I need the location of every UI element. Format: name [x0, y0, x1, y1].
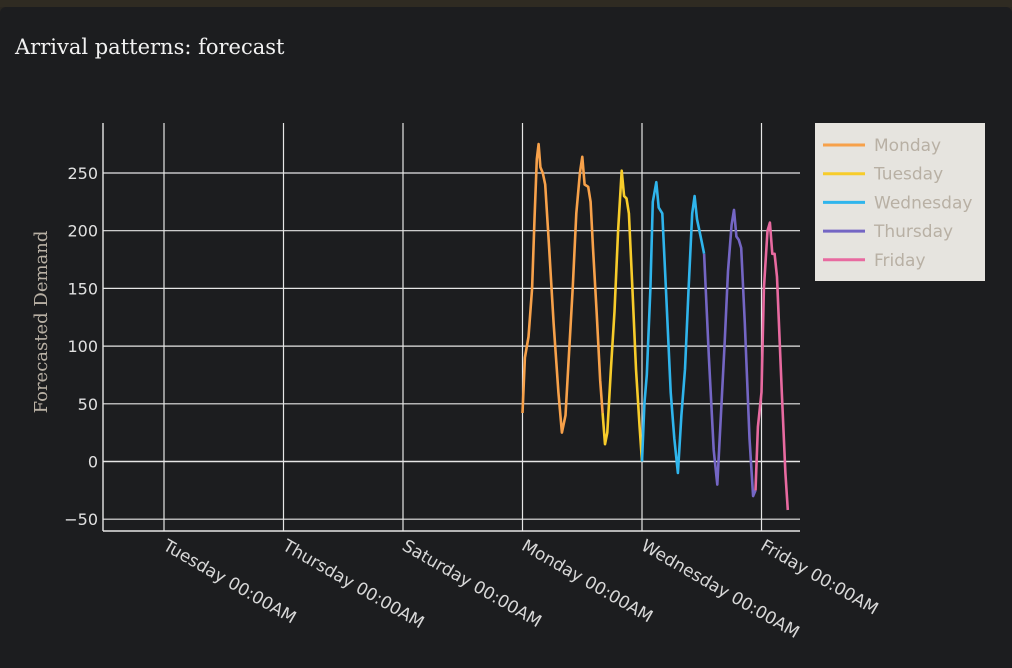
- series-line-wednesday: [640, 180, 706, 475]
- legend-item-wednesday[interactable]: Wednesday: [874, 193, 972, 213]
- series-line-tuesday: [601, 169, 644, 462]
- y-tick-label: −50: [64, 510, 98, 529]
- legend-item-monday[interactable]: Monday: [874, 136, 941, 156]
- x-tick-label: Friday 00:00AM: [757, 536, 882, 619]
- legend-item-friday[interactable]: Friday: [874, 251, 926, 271]
- legend-item-tuesday[interactable]: Tuesday: [873, 165, 943, 185]
- x-tick-label: Tuesday 00:00AM: [159, 536, 300, 629]
- chart-panel: Arrival patterns: forecast: [0, 7, 1012, 668]
- chart-title: Arrival patterns: forecast: [15, 35, 285, 59]
- legend-item-thursday[interactable]: Thursday: [873, 222, 953, 242]
- series-line-monday: [521, 142, 604, 434]
- window-top-edge: [0, 0, 1012, 7]
- y-tick-label: 50: [78, 395, 98, 414]
- y-tick-label: 150: [67, 279, 98, 298]
- y-axis-label: Forecasted Demand: [31, 231, 52, 414]
- y-tick-label: 0: [88, 453, 98, 472]
- y-tick-label: 250: [67, 164, 98, 183]
- series-line-friday: [754, 221, 790, 511]
- y-tick-label: 100: [67, 337, 98, 356]
- series-line-thursday: [702, 208, 757, 498]
- y-tick-label: 200: [67, 222, 98, 241]
